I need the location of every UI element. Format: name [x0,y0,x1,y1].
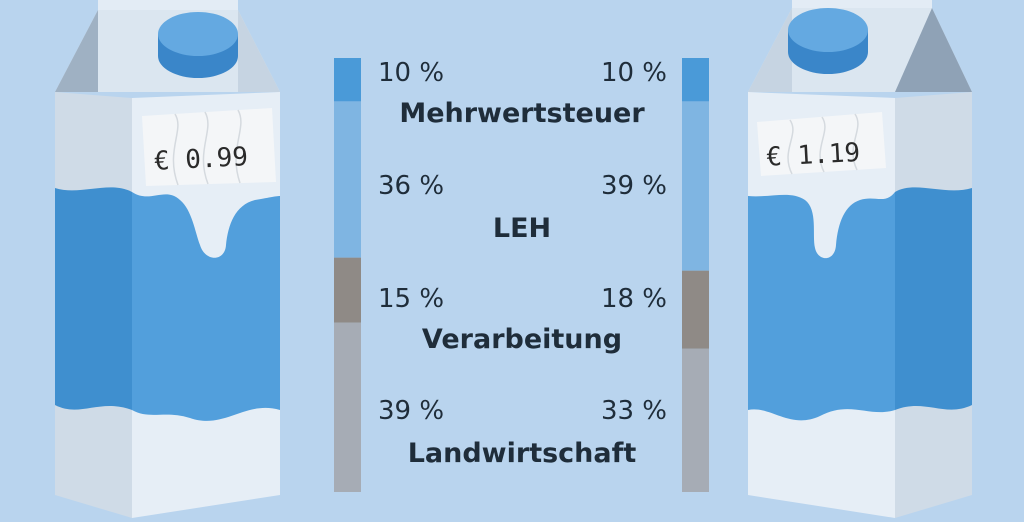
right-bar-segment-verarbeitung [682,270,709,349]
category-label-landwirtschaft: Landwirtschaft [407,438,637,469]
right-pct-verarbeitung: 18 % [600,284,667,314]
right-bar-segment-mehrwertsteuer [682,58,709,102]
left-bar-segment-mehrwertsteuer [334,58,361,102]
right-pct-mehrwertsteuer: 10 % [600,58,667,88]
left-pct-verarbeitung: 15 % [378,284,445,314]
left-bar-segment-verarbeitung [334,257,361,323]
left-pct-mehrwertsteuer: 10 % [378,58,445,88]
left-pct-leh: 36 % [378,171,445,201]
left-bar-segment-landwirtschaft [334,322,361,492]
left-stacked-bar [334,58,361,492]
category-label-verarbeitung: Verarbeitung [421,324,623,355]
right-bar-segment-landwirtschaft [682,348,709,492]
right-milk-carton: € 1.19 [748,0,972,518]
category-label-mehrwertsteuer: Mehrwertsteuer [399,98,645,129]
left-milk-carton: € 0.99 [55,0,280,518]
right-stacked-bar [682,58,709,492]
right-pct-landwirtschaft: 33 % [600,396,667,426]
right-bar-segment-leh [682,101,709,271]
left-bar-segment-leh [334,101,361,258]
left-price-label: € 0.99 [153,142,248,177]
right-price-label: € 1.19 [766,138,861,173]
category-label-leh: LEH [492,213,552,244]
left-pct-landwirtschaft: 39 % [378,396,445,426]
right-pct-leh: 39 % [600,171,667,201]
